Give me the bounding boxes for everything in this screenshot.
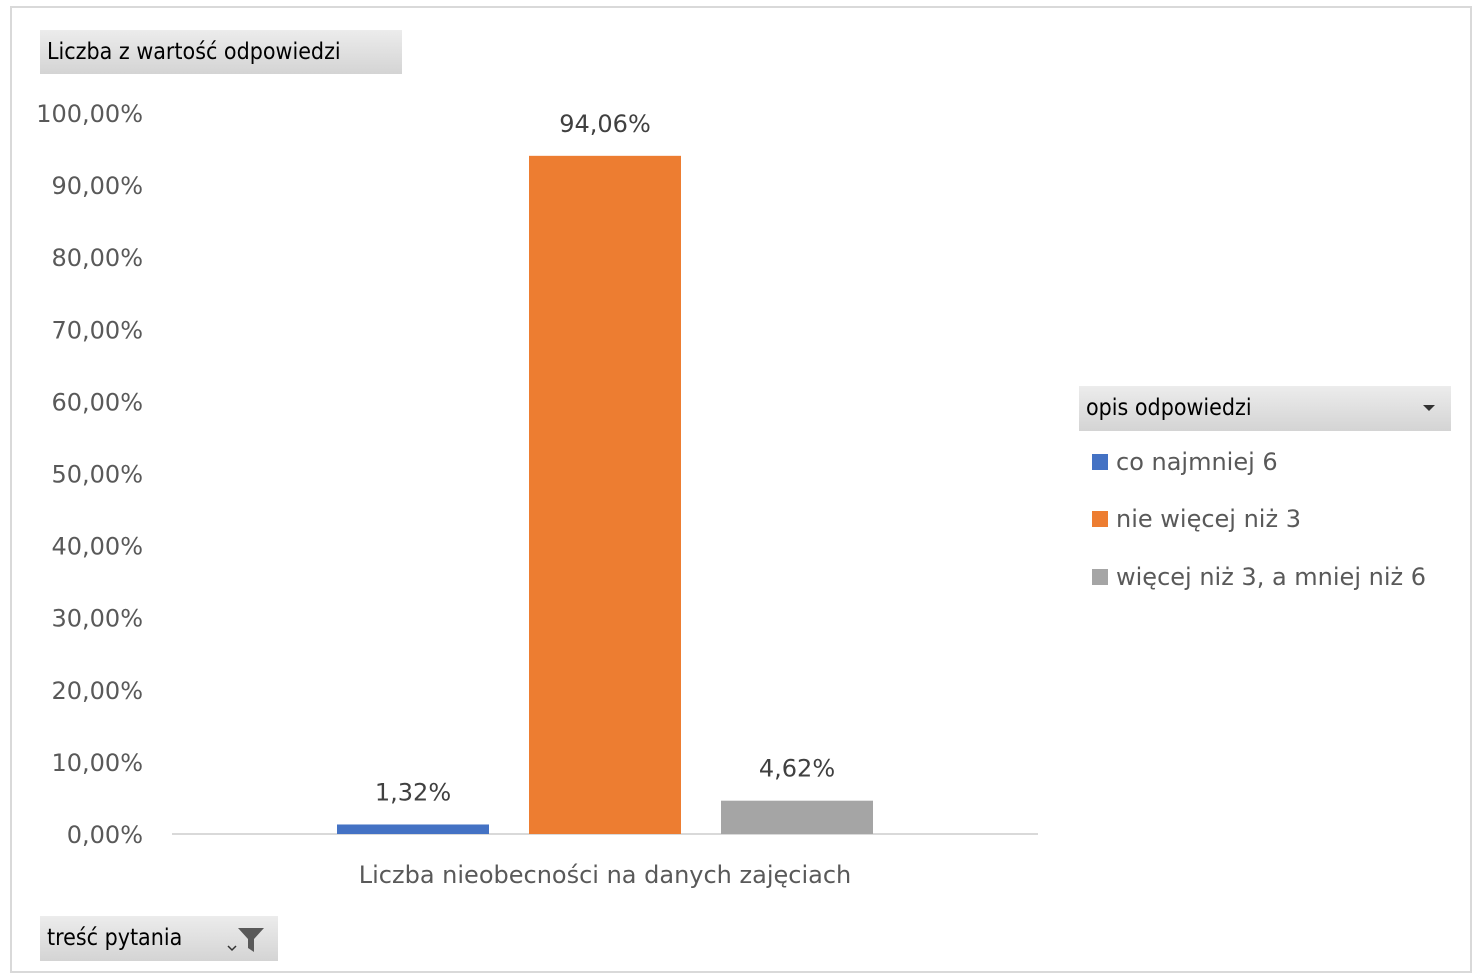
filter-icon[interactable] [226, 926, 266, 954]
value-field-label: Liczba z wartość odpowiedzi [47, 39, 341, 65]
data-label: 4,62% [759, 755, 835, 783]
legend-label: więcej niż 3, a mniej niż 6 [1116, 563, 1426, 591]
y-tick-label: 90,00% [51, 172, 143, 200]
legend-swatch [1092, 511, 1108, 527]
y-tick-label: 40,00% [51, 533, 143, 561]
row-field-label: treść pytania [47, 925, 183, 951]
y-tick-label: 10,00% [51, 749, 143, 777]
legend-swatch [1092, 454, 1108, 470]
data-labels: 1,32% 94,06% 4,62% [375, 110, 835, 807]
legend-entry-co-najmniej-6[interactable]: co najmniej 6 [1092, 447, 1278, 477]
legend-label: nie więcej niż 3 [1116, 505, 1301, 533]
bar[interactable] [529, 155, 681, 834]
legend-field-button[interactable]: opis odpowiedzi [1079, 386, 1451, 431]
y-axis: 0,00% 10,00% 20,00% 30,00% 40,00% 50,00% 60,00… [36, 100, 143, 849]
legend-entry-nie-wiecej-niz-3[interactable]: nie więcej niż 3 [1092, 504, 1301, 534]
value-field-button[interactable]: Liczba z wartość odpowiedzi [40, 30, 402, 74]
legend-label: co najmniej 6 [1116, 448, 1278, 476]
legend-entry-wiecej-niz-3-a-mniej-niz-6[interactable]: więcej niż 3, a mniej niż 6 [1092, 562, 1426, 592]
y-tick-label: 30,00% [51, 605, 143, 633]
data-label: 1,32% [375, 778, 451, 806]
y-tick-label: 100,00% [36, 100, 143, 128]
y-tick-label: 20,00% [51, 677, 143, 705]
bar[interactable] [337, 824, 489, 834]
legend-field-label: opis odpowiedzi [1086, 395, 1252, 421]
y-tick-label: 50,00% [51, 461, 143, 489]
bars [337, 155, 873, 834]
data-label: 94,06% [559, 110, 651, 138]
y-tick-label: 80,00% [51, 244, 143, 272]
chevron-down-icon[interactable] [1423, 405, 1435, 411]
bar[interactable] [721, 800, 873, 834]
category-label: Liczba nieobecności na danych zajęciach [359, 861, 851, 889]
y-tick-label: 60,00% [51, 388, 143, 416]
legend-swatch [1092, 569, 1108, 585]
y-tick-label: 70,00% [51, 316, 143, 344]
y-tick-label: 0,00% [67, 821, 143, 849]
row-field-button[interactable]: treść pytania [40, 916, 278, 961]
